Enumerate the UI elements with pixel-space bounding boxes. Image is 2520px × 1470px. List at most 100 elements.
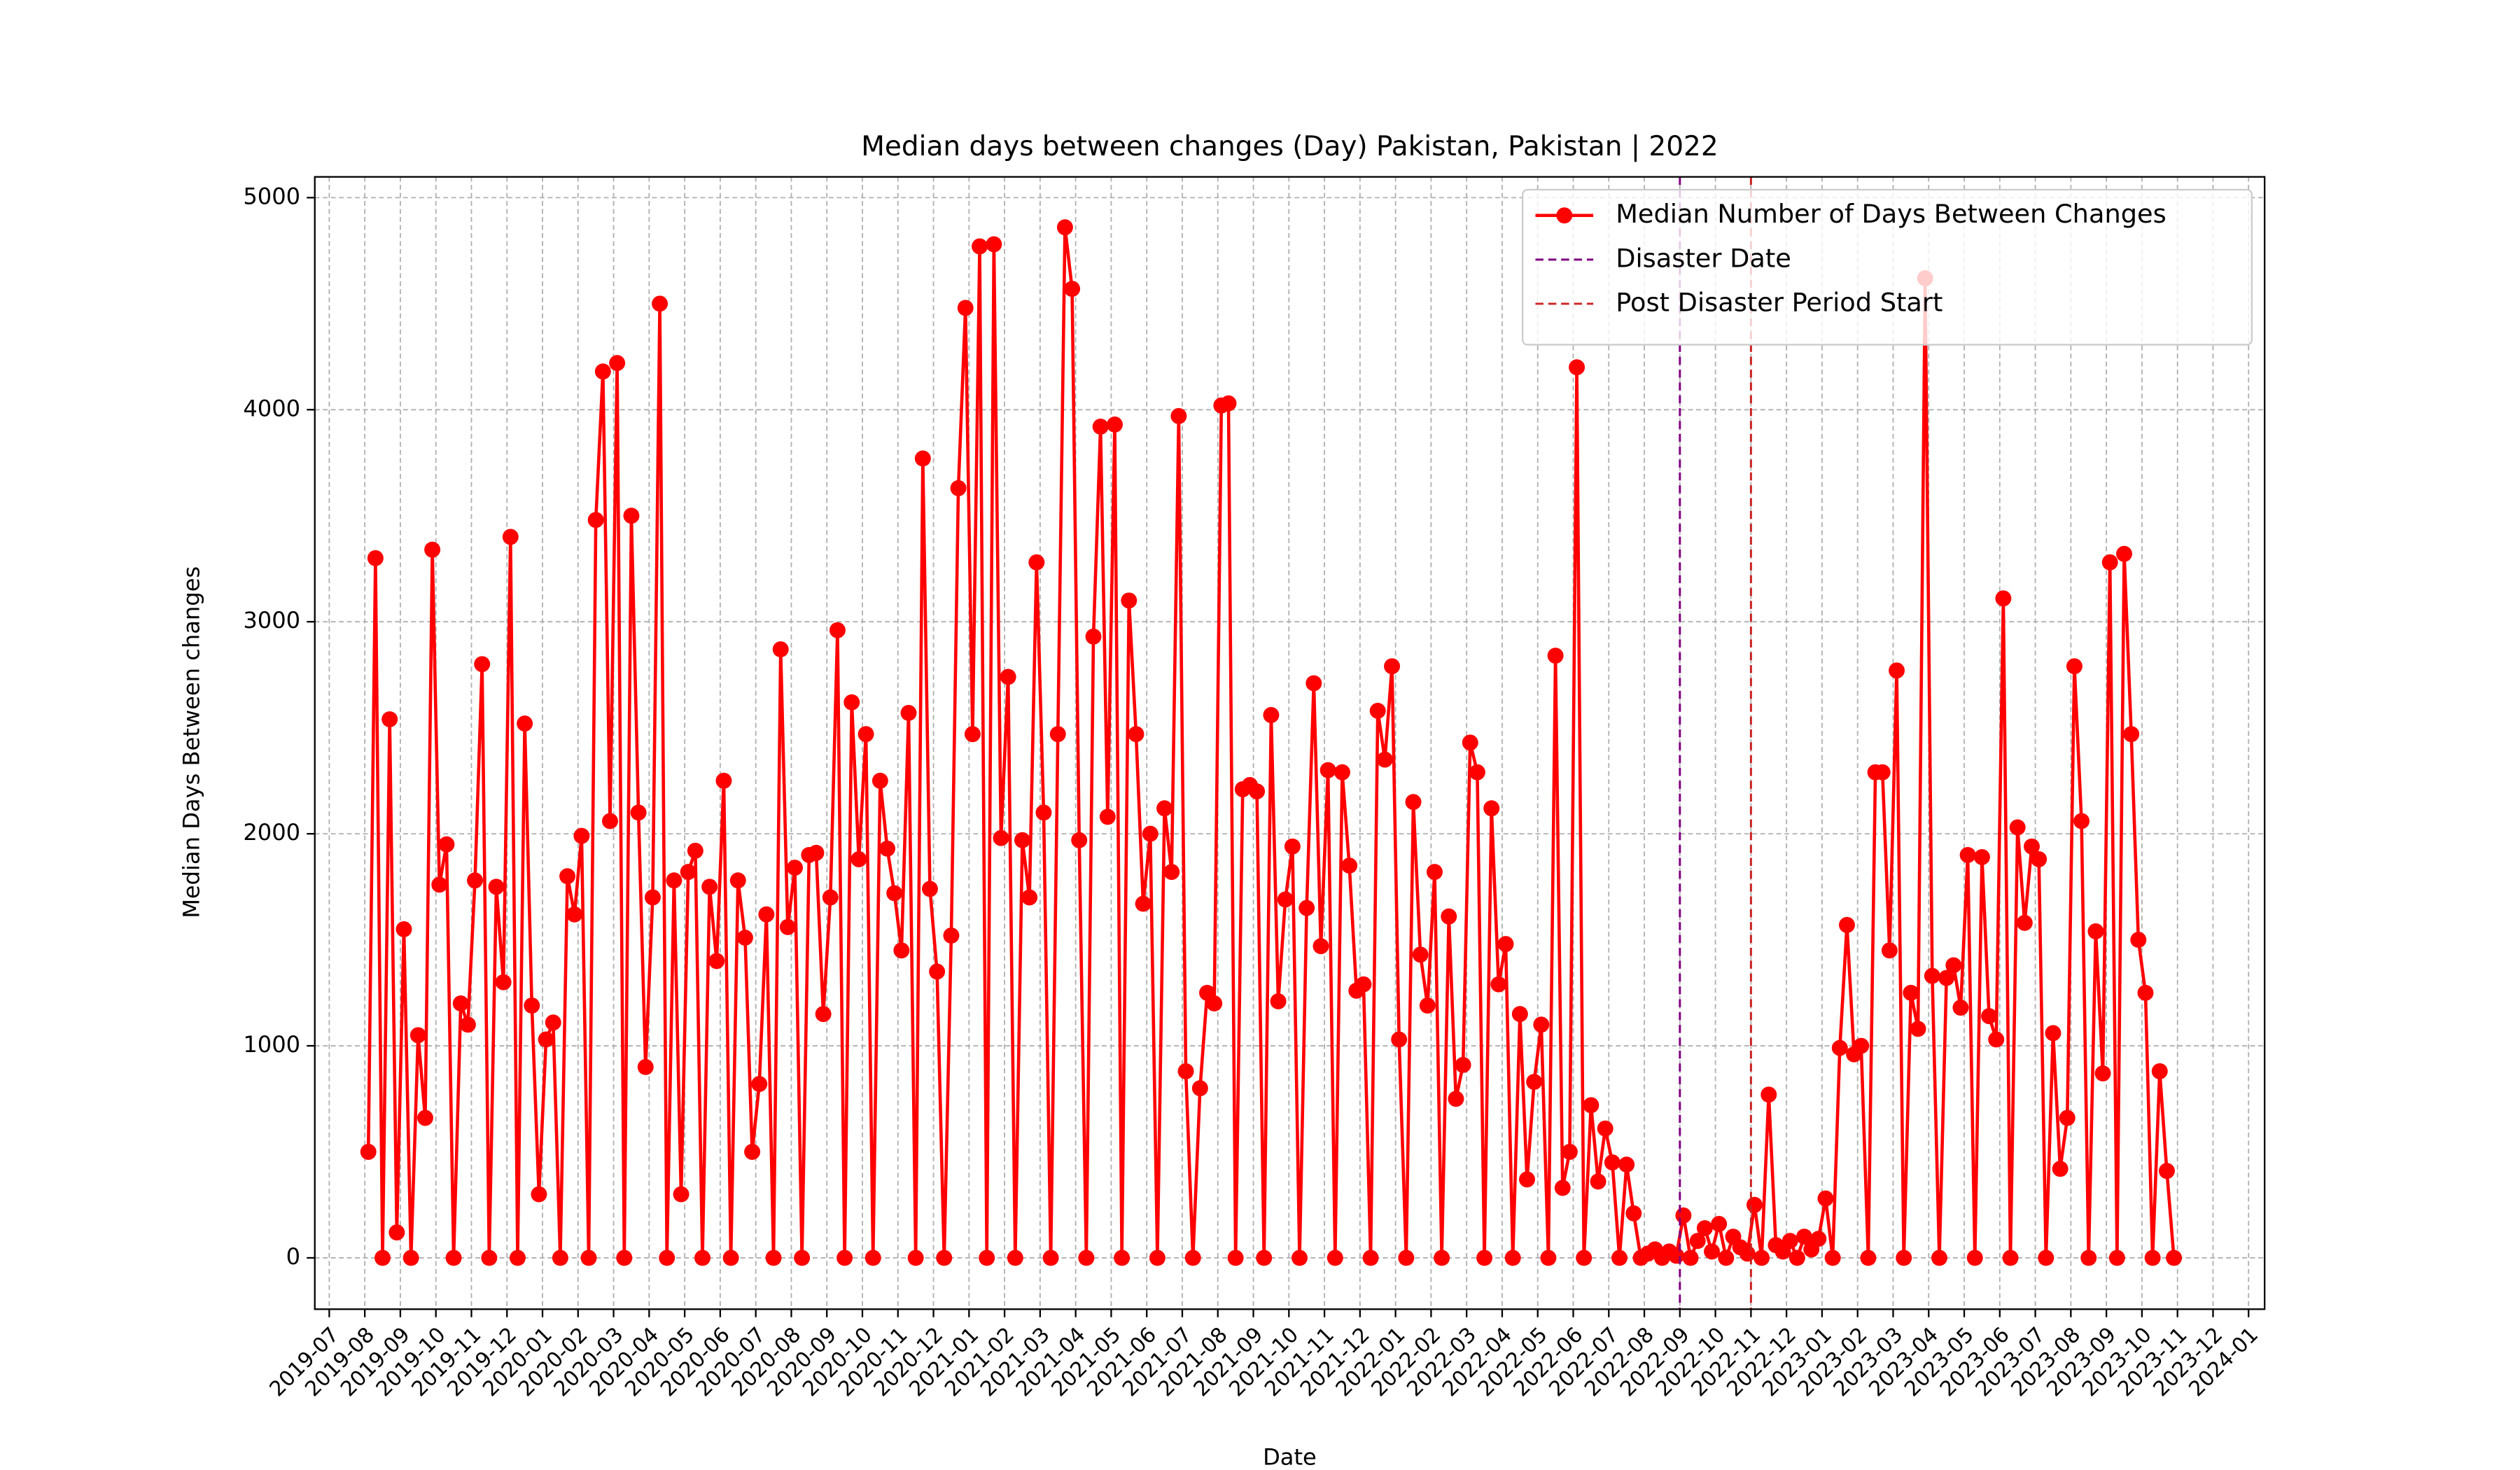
data-point [921, 881, 938, 897]
data-point [1028, 554, 1045, 570]
data-point [2073, 813, 2090, 830]
data-point [1191, 1080, 1208, 1097]
data-point [1249, 783, 1266, 800]
data-point [1938, 969, 1955, 986]
data-point [1376, 751, 1393, 768]
data-point [524, 997, 540, 1014]
data-point [907, 1250, 924, 1266]
data-point [1092, 419, 1109, 435]
data-point [1000, 668, 1016, 685]
data-point [1135, 895, 1152, 912]
data-point [936, 1250, 953, 1266]
data-point [1739, 1245, 1756, 1262]
data-point [2094, 1065, 2111, 1082]
data-point [2052, 1161, 2068, 1177]
data-point [1078, 1250, 1095, 1266]
data-point [787, 860, 803, 876]
data-point [1824, 1250, 1841, 1266]
data-point [1526, 1074, 1543, 1091]
data-point [758, 906, 775, 923]
data-point [794, 1250, 811, 1266]
data-point [587, 512, 604, 528]
data-point [2024, 838, 2040, 855]
legend-box [1521, 188, 2253, 346]
data-point [836, 1250, 853, 1266]
data-point [1476, 1250, 1493, 1266]
data-point [1611, 1250, 1628, 1266]
data-point [1966, 1250, 1983, 1266]
data-point [736, 930, 753, 946]
data-point [1782, 1233, 1798, 1250]
data-point [1889, 662, 1905, 679]
y-axis-label: Median Days Between changes [178, 566, 204, 918]
data-point [488, 878, 505, 895]
data-point [864, 1250, 881, 1266]
data-point [374, 1250, 391, 1266]
data-point [1796, 1228, 1813, 1245]
data-point [2151, 1063, 2168, 1079]
data-point [431, 876, 448, 893]
data-point [410, 1027, 426, 1044]
data-point [2101, 554, 2118, 570]
data-point [1184, 1250, 1201, 1266]
data-point [1952, 1000, 1969, 1016]
plot-frame [314, 176, 2266, 1310]
data-point [2108, 1250, 2125, 1266]
data-point [1604, 1154, 1620, 1171]
data-point [1746, 1196, 1763, 1213]
data-point [602, 813, 618, 830]
data-point [2059, 1110, 2076, 1126]
data-point [2002, 1250, 2019, 1266]
data-point [531, 1186, 547, 1203]
data-point [1469, 764, 1485, 780]
data-point [1369, 702, 1386, 719]
data-point [637, 1058, 654, 1075]
data-point [502, 528, 519, 545]
data-point [1839, 916, 1855, 933]
data-point [659, 1250, 676, 1266]
data-point [1547, 648, 1564, 664]
data-point [1896, 1250, 1912, 1266]
data-point [722, 1250, 739, 1266]
data-point [1689, 1233, 1706, 1250]
data-point [1504, 1250, 1521, 1266]
data-point [1455, 1056, 1471, 1073]
data-point [1973, 848, 1990, 865]
data-point [964, 726, 981, 743]
data-point [2087, 923, 2104, 939]
data-point [1519, 1171, 1535, 1188]
data-point [929, 963, 946, 980]
data-point [1391, 1031, 1408, 1048]
data-point [1959, 846, 1976, 863]
data-point [1682, 1250, 1699, 1266]
data-point [424, 541, 441, 558]
data-point [1988, 1031, 2005, 1048]
data-point [1561, 1144, 1578, 1160]
data-point [914, 450, 931, 467]
data-point [1384, 658, 1401, 675]
data-point [1099, 808, 1116, 825]
data-point [1448, 1091, 1464, 1107]
data-point [1853, 1037, 1870, 1054]
data-point [701, 878, 718, 895]
legend-label: Post Disaster Period Start [1616, 287, 1942, 317]
data-point [900, 704, 917, 721]
data-point [1128, 726, 1144, 743]
data-point [445, 1250, 462, 1266]
data-point [850, 851, 867, 867]
data-point [459, 1016, 476, 1033]
data-point [1114, 1250, 1130, 1266]
data-point [673, 1186, 690, 1203]
data-point [993, 830, 1009, 846]
data-point [1419, 997, 1436, 1014]
data-point [1142, 825, 1158, 842]
chart-title: Median days between changes (Day) Pakist… [861, 131, 1718, 162]
data-point [630, 804, 647, 821]
data-point [559, 868, 576, 885]
data-point [1817, 1190, 1834, 1207]
y-tick-label: 0 [286, 1243, 300, 1270]
data-point [517, 715, 533, 732]
data-point [1788, 1250, 1805, 1266]
data-point [1326, 1250, 1343, 1266]
